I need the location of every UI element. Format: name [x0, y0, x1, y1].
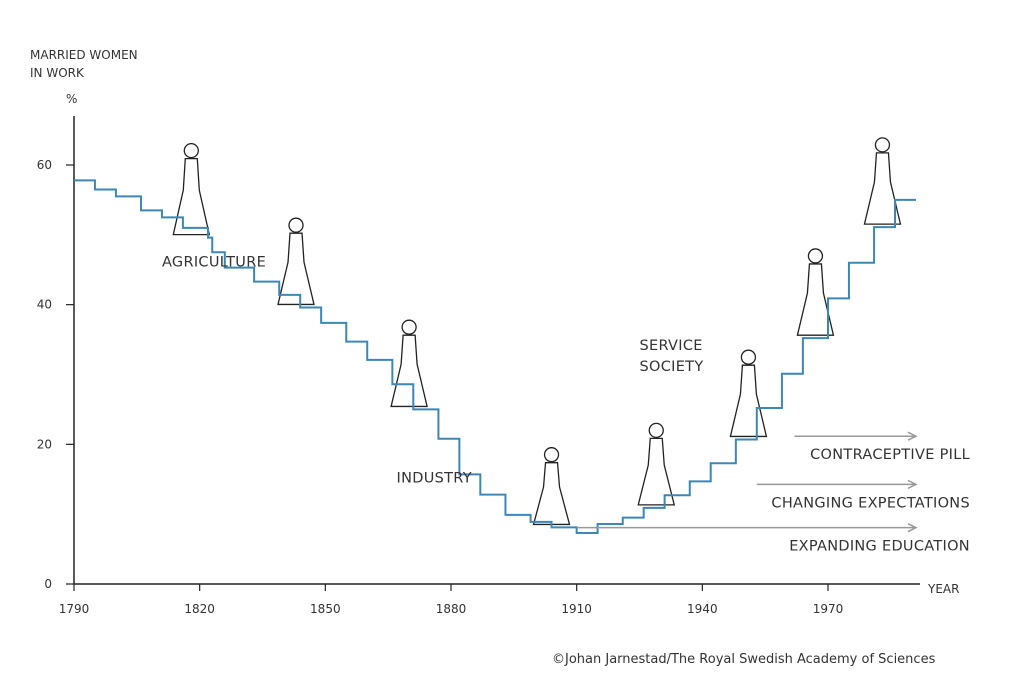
woman-figure-icon — [172, 142, 211, 236]
step-line — [74, 179, 916, 535]
head — [288, 217, 304, 233]
x-tick-label: 1850 — [310, 602, 341, 616]
dress — [863, 152, 902, 225]
dress — [172, 157, 211, 236]
dress — [390, 334, 428, 408]
era-label: SERVICE — [640, 338, 703, 354]
arrow-head-icon — [907, 431, 918, 441]
axes — [73, 116, 920, 585]
illustrations — [172, 137, 902, 526]
y-tick-label: 60 — [37, 158, 52, 172]
y-axis-title-line2: IN WORK — [30, 66, 85, 80]
dress — [796, 263, 835, 336]
y-axis-title-line1: MARRIED WOMEN — [30, 48, 138, 62]
credit: ©Johan Jarnestad/The Royal Swedish Acade… — [552, 652, 936, 667]
dress — [532, 462, 571, 526]
woman-figure-icon — [390, 319, 428, 408]
y-tick-label: 20 — [37, 437, 52, 451]
woman-figure-icon — [796, 248, 835, 336]
arrow-head-icon — [907, 523, 918, 533]
woman-figure-icon — [863, 137, 902, 225]
woman-figure-icon — [637, 422, 676, 506]
dress — [277, 232, 315, 306]
x-tick-label: 1790 — [59, 602, 90, 616]
head — [807, 248, 824, 264]
woman-figure-icon — [277, 217, 315, 306]
arrow-head-icon — [907, 479, 918, 490]
woman-figure-icon — [729, 349, 768, 438]
x-tick-label: 1940 — [687, 602, 718, 616]
x-tick-label: 1970 — [813, 602, 844, 616]
trend-label: CHANGING EXPECTATIONS — [771, 495, 970, 511]
woman-figure-icon — [532, 447, 571, 526]
head — [401, 319, 417, 335]
dress — [729, 364, 768, 438]
head — [543, 447, 560, 463]
head — [183, 142, 199, 159]
head — [874, 137, 891, 153]
era-label: INDUSTRY — [397, 471, 472, 487]
head — [648, 422, 664, 439]
x-tick-label: 1910 — [561, 602, 592, 616]
trend-label: EXPANDING EDUCATION — [789, 539, 970, 555]
x-tick-label: 1820 — [184, 602, 215, 616]
x-axis-title: YEAR — [927, 582, 959, 596]
head — [740, 349, 757, 365]
y-tick-label: 0 — [44, 577, 52, 591]
trend-label: CONTRACEPTIVE PILL — [810, 447, 970, 463]
dress — [637, 437, 676, 506]
era-label: AGRICULTURE — [162, 254, 266, 270]
era-label: SOCIETY — [640, 359, 704, 375]
x-tick-label: 1880 — [436, 602, 467, 616]
y-tick-label: 40 — [37, 298, 52, 312]
y-axis-unit: % — [66, 92, 77, 106]
